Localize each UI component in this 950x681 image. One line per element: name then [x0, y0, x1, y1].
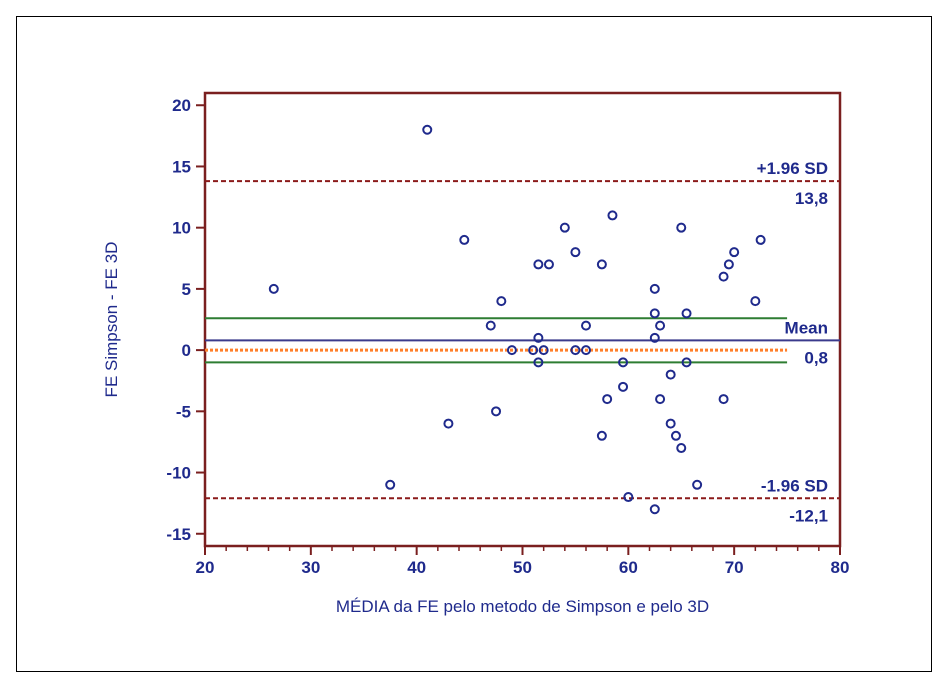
data-point — [422, 124, 433, 135]
lower-loa-value: -12,1 — [789, 506, 828, 525]
data-point — [581, 320, 591, 331]
data-points — [268, 124, 766, 515]
data-point — [485, 320, 496, 331]
data-point — [533, 357, 544, 368]
data-point — [533, 259, 544, 270]
data-point — [649, 308, 660, 319]
data-point — [623, 492, 634, 503]
data-point — [559, 222, 570, 233]
y-tick-label: 15 — [172, 157, 191, 176]
y-tick-label: -5 — [176, 402, 191, 421]
x-tick-label: 40 — [407, 558, 426, 577]
data-point — [596, 259, 607, 270]
data-point — [596, 430, 607, 441]
data-point — [602, 394, 613, 405]
data-point — [676, 443, 687, 454]
y-tick-label: 10 — [172, 219, 191, 238]
axes: 20 30 40 50 60 70 80 -15 -10 -5 0 5 10 15 20 — [166, 91, 850, 577]
data-point — [533, 332, 544, 343]
figure-frame — [16, 16, 932, 672]
data-point — [670, 430, 681, 441]
mean-label: Mean — [785, 318, 828, 337]
labels: MÉDIA da FE pelo metodo de Simpson e pel… — [102, 242, 709, 616]
data-point — [681, 308, 692, 319]
y-axis-title: FE Simpson - FE 3D — [102, 242, 121, 398]
data-point — [385, 479, 396, 490]
data-point — [665, 369, 676, 380]
data-point — [528, 345, 539, 356]
data-point — [676, 222, 687, 233]
x-tick-label: 20 — [196, 558, 215, 577]
x-tick-label: 70 — [725, 558, 744, 577]
data-point — [649, 504, 660, 515]
data-point — [506, 345, 517, 356]
x-tick-label: 80 — [831, 558, 850, 577]
data-point — [723, 259, 734, 270]
data-point — [491, 406, 502, 417]
data-point — [543, 259, 554, 270]
data-point — [618, 381, 629, 392]
data-point — [755, 234, 766, 245]
data-point — [750, 296, 761, 307]
y-tick-label: -10 — [166, 464, 191, 483]
data-point — [443, 418, 454, 429]
data-point — [665, 418, 676, 429]
data-point — [649, 283, 660, 294]
x-tick-label: 30 — [301, 558, 320, 577]
data-point — [655, 320, 666, 331]
data-point — [729, 247, 740, 258]
lower-loa-label: -1.96 SD — [761, 476, 828, 495]
y-tick-label: 5 — [182, 280, 191, 299]
data-point — [718, 271, 729, 282]
x-axis-title: MÉDIA da FE pelo metodo de Simpson e pel… — [336, 597, 709, 616]
data-point — [496, 296, 507, 307]
x-tick-label: 60 — [619, 558, 638, 577]
data-point — [649, 332, 660, 343]
data-point — [681, 357, 692, 368]
plot-border — [203, 91, 842, 548]
data-point — [718, 394, 729, 405]
data-point — [570, 345, 581, 356]
data-point — [607, 210, 618, 221]
y-tick-label: -15 — [166, 525, 191, 544]
data-point — [618, 357, 629, 368]
reference-lines: +1.96 SD 13,8 Mean 0,8 -1.96 SD -12,1 — [205, 159, 840, 525]
mean-value: 0,8 — [804, 348, 828, 367]
upper-loa-value: 13,8 — [795, 189, 828, 208]
data-point — [655, 394, 666, 405]
x-tick-label: 50 — [513, 558, 532, 577]
upper-loa-label: +1.96 SD — [757, 159, 828, 178]
data-point — [581, 345, 591, 356]
data-point — [268, 283, 279, 294]
data-point — [570, 247, 581, 258]
y-tick-label: 0 — [182, 341, 191, 360]
y-tick-label: 20 — [172, 96, 191, 115]
data-point — [459, 234, 470, 245]
data-point — [538, 345, 549, 356]
data-point — [692, 479, 703, 490]
